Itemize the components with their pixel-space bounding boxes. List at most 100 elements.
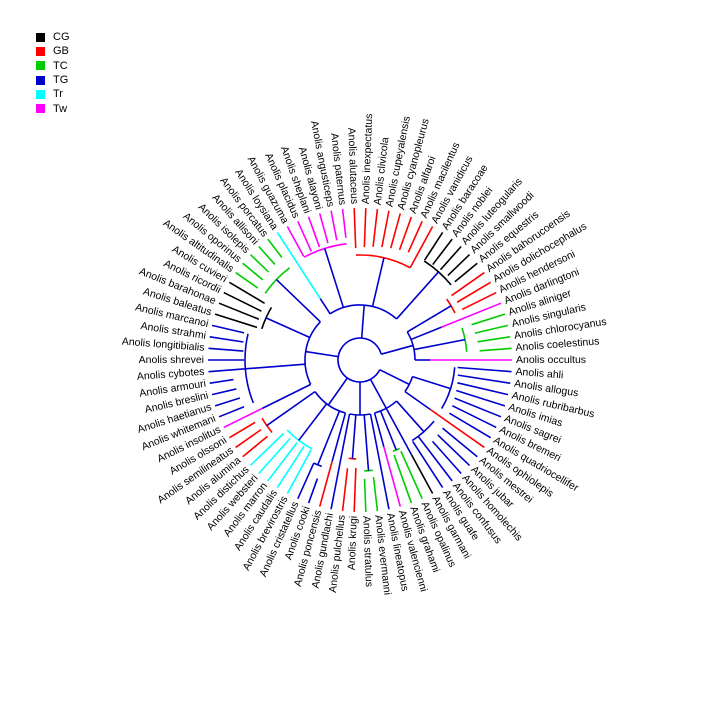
stem-branch [298, 403, 328, 441]
tip-branch [441, 302, 502, 328]
tip-branch [223, 407, 263, 429]
tip-branch [330, 452, 343, 510]
tip-branch [381, 210, 390, 248]
tip-branch [286, 449, 312, 494]
backbone-arc [404, 376, 414, 393]
tip-branch [457, 374, 511, 384]
stem-branch [363, 414, 370, 471]
tip-branch [249, 254, 270, 273]
tip-branch [318, 461, 333, 507]
tip-branch [242, 435, 268, 458]
stem-branch [265, 317, 311, 339]
legend-swatch [36, 46, 45, 56]
stem-branch [317, 410, 341, 466]
clade-arc [461, 327, 468, 352]
clade-arc [261, 417, 273, 434]
stem-branch [413, 338, 466, 351]
deep-branch [369, 378, 387, 409]
tip-branch [383, 446, 402, 507]
tip-label: Anolis ahli [515, 366, 564, 382]
tip-branch [363, 208, 367, 248]
tip-branch [479, 347, 512, 352]
tip-branch [318, 213, 329, 244]
clade-arc [440, 367, 456, 409]
tip-branch [431, 440, 462, 475]
legend-label: Tr [53, 88, 63, 101]
legend: CG GB TC TG Tr Tw [36, 30, 70, 116]
tip-branch [211, 324, 245, 334]
tip-branch [451, 404, 497, 429]
tip-branch [341, 468, 349, 512]
tip-label: Anolis krugi [346, 516, 360, 571]
tip-branch [439, 245, 462, 271]
tip-label: Anolis occultus [516, 354, 586, 366]
stem-branch [395, 400, 425, 433]
deep-branch [360, 305, 366, 339]
tip-branch [258, 437, 291, 475]
legend-label: TG [53, 74, 69, 87]
stem-branch [245, 363, 306, 370]
legend-item-tr: Tr [36, 87, 70, 101]
tree-branches [208, 208, 512, 512]
tip-branch [211, 388, 237, 396]
tip-label: Anolis inexpectatus [360, 113, 375, 204]
tip-branch [353, 467, 357, 512]
tip-branch [267, 442, 298, 482]
legend-label: TC [53, 59, 68, 72]
tip-branch [372, 208, 379, 247]
tip-label: Anolis cybotes [136, 366, 204, 383]
legend-item-tc: TC [36, 59, 70, 73]
legend-swatch [36, 61, 45, 71]
tip-branch [389, 213, 402, 249]
legend-swatch [36, 32, 45, 42]
clade-arc [364, 469, 373, 472]
tip-branch [297, 220, 313, 252]
tip-branch [424, 231, 444, 261]
tip-branch [242, 262, 264, 281]
tip-branch [448, 412, 492, 439]
tip-branch [429, 408, 485, 449]
tip-branch [457, 382, 509, 396]
stem-branch [406, 305, 452, 333]
tip-branch [451, 271, 485, 297]
tip-branch [218, 405, 245, 418]
tip-branch [393, 454, 413, 504]
tip-branch [409, 226, 434, 269]
deep-branch [380, 344, 414, 355]
tip-label: Anolis alutaceus [345, 127, 360, 204]
clade-arc [261, 306, 273, 330]
tip-branch [228, 421, 256, 439]
legend-item-gb: GB [36, 44, 70, 58]
stem-branch [341, 413, 351, 453]
stem-branch [379, 410, 398, 451]
tip-branch [456, 389, 506, 407]
tip-branch [477, 336, 511, 343]
tip-branch [437, 434, 471, 466]
deep-branch [379, 369, 410, 386]
tip-branch [454, 262, 478, 283]
legend-label: Tw [53, 102, 68, 115]
tip-label: Anolis shrevei [139, 354, 204, 366]
tip-branch [442, 427, 478, 458]
tip-branch [341, 208, 347, 238]
clade-arc [286, 429, 313, 450]
deep-branch [305, 350, 339, 358]
tip-branch [235, 271, 259, 289]
legend-item-cg: CG [36, 30, 70, 44]
stem-branch [373, 412, 385, 447]
tip-branch [372, 477, 379, 512]
stem-branch [319, 298, 331, 315]
tip-branch [297, 462, 315, 500]
tip-branch [398, 216, 413, 251]
legend-swatch [36, 104, 45, 114]
stem-branch [323, 248, 345, 308]
tip-branch [258, 245, 276, 265]
tip-branch [447, 254, 471, 276]
tip-branch [249, 432, 285, 466]
stem-branch [266, 390, 316, 427]
deep-branch [327, 377, 348, 406]
tip-branch [209, 378, 234, 384]
tip-branch [218, 302, 260, 320]
